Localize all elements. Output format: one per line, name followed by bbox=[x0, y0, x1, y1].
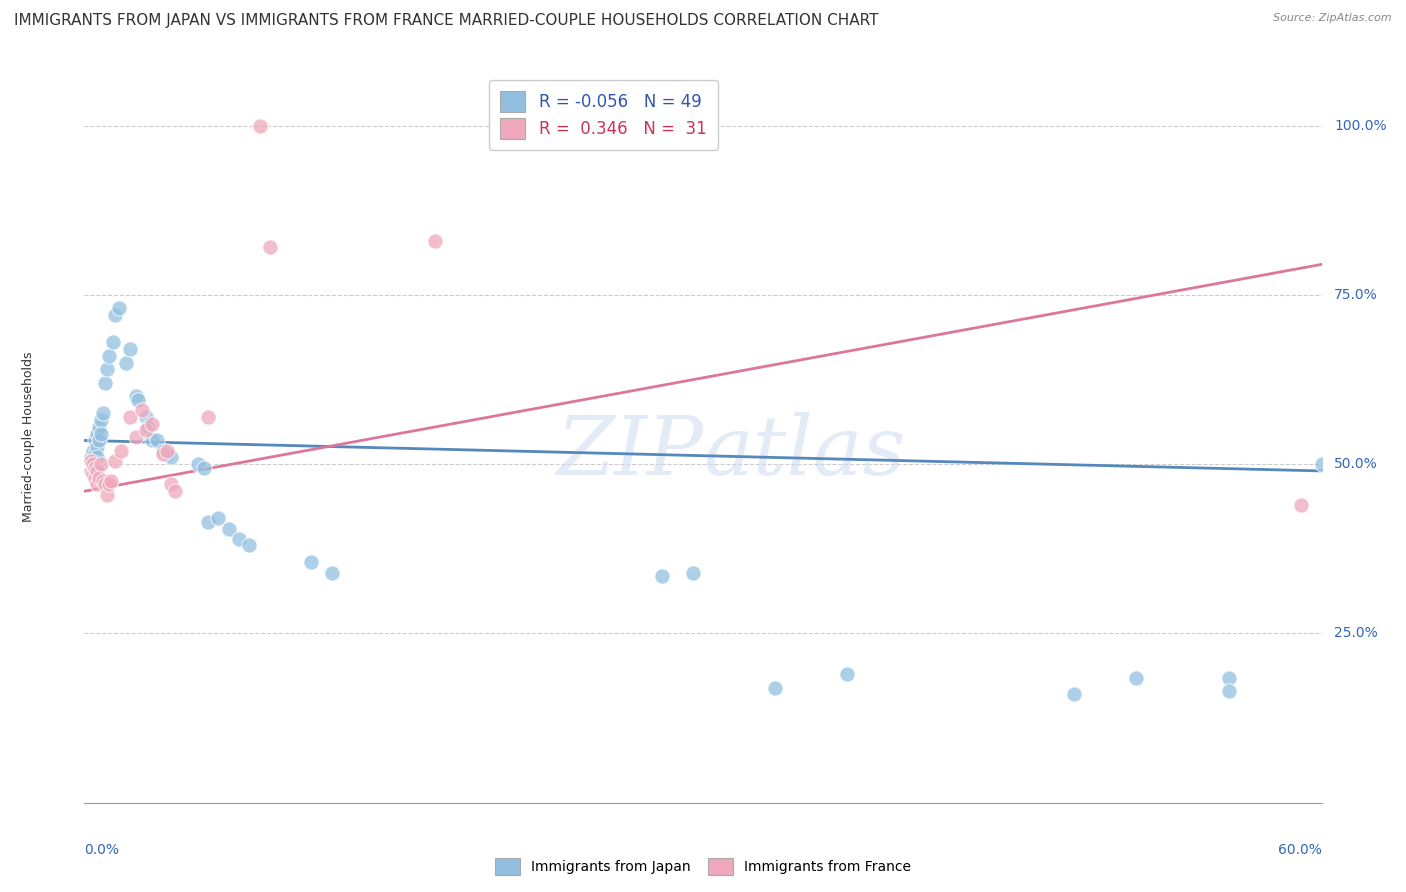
Point bbox=[141, 417, 163, 431]
Point bbox=[86, 440, 108, 454]
Point bbox=[87, 434, 110, 448]
Text: 60.0%: 60.0% bbox=[1278, 843, 1322, 857]
Point bbox=[98, 349, 121, 363]
Point bbox=[837, 667, 859, 681]
Point bbox=[1310, 457, 1333, 471]
Point bbox=[160, 450, 183, 465]
Point bbox=[83, 434, 105, 448]
Point bbox=[156, 447, 179, 461]
Point bbox=[127, 392, 149, 407]
Point bbox=[249, 119, 271, 133]
Point bbox=[152, 447, 174, 461]
Point bbox=[94, 376, 117, 390]
Point bbox=[96, 362, 118, 376]
Point bbox=[90, 413, 112, 427]
Point bbox=[90, 426, 112, 441]
Point bbox=[165, 484, 187, 499]
Point bbox=[156, 443, 179, 458]
Point bbox=[91, 406, 114, 420]
Point bbox=[87, 420, 110, 434]
Point bbox=[91, 474, 114, 488]
Point bbox=[423, 234, 446, 248]
Point bbox=[82, 443, 104, 458]
Legend: R = -0.056   N = 49, R =  0.346   N =  31: R = -0.056 N = 49, R = 0.346 N = 31 bbox=[489, 79, 718, 151]
Point bbox=[228, 532, 250, 546]
Point bbox=[141, 434, 163, 448]
Point bbox=[1289, 498, 1312, 512]
Text: atlas: atlas bbox=[703, 412, 905, 491]
Point bbox=[1218, 684, 1240, 698]
Point bbox=[259, 240, 281, 254]
Point bbox=[152, 443, 174, 458]
Point bbox=[104, 454, 127, 468]
Point bbox=[187, 457, 209, 471]
Point bbox=[98, 477, 121, 491]
Text: 25.0%: 25.0% bbox=[1334, 626, 1378, 640]
Text: ZIP: ZIP bbox=[557, 412, 703, 491]
Point bbox=[87, 471, 110, 485]
Point bbox=[86, 450, 108, 465]
Point bbox=[125, 389, 148, 403]
Point bbox=[197, 515, 219, 529]
Point bbox=[86, 426, 108, 441]
Point bbox=[299, 555, 322, 569]
Point bbox=[79, 454, 101, 468]
Text: 0.0%: 0.0% bbox=[84, 843, 120, 857]
Point bbox=[108, 301, 131, 316]
Text: IMMIGRANTS FROM JAPAN VS IMMIGRANTS FROM FRANCE MARRIED-COUPLE HOUSEHOLDS CORREL: IMMIGRANTS FROM JAPAN VS IMMIGRANTS FROM… bbox=[14, 13, 879, 29]
Point bbox=[114, 355, 136, 369]
Text: Married-couple Households: Married-couple Households bbox=[22, 351, 35, 523]
Point bbox=[218, 521, 240, 535]
Point bbox=[90, 457, 112, 471]
Point bbox=[79, 450, 101, 465]
Point bbox=[118, 409, 141, 424]
Point bbox=[104, 308, 127, 322]
Point bbox=[83, 447, 105, 461]
Text: Source: ZipAtlas.com: Source: ZipAtlas.com bbox=[1274, 13, 1392, 23]
Point bbox=[193, 460, 215, 475]
Point bbox=[83, 457, 105, 471]
Point bbox=[682, 566, 704, 580]
Point bbox=[83, 471, 105, 485]
Text: 75.0%: 75.0% bbox=[1334, 288, 1378, 301]
Point bbox=[651, 569, 673, 583]
Point bbox=[135, 423, 157, 437]
Point bbox=[86, 477, 108, 491]
Point bbox=[82, 454, 104, 468]
Point bbox=[1063, 688, 1085, 702]
Point bbox=[321, 566, 343, 580]
Point bbox=[238, 538, 260, 552]
Point bbox=[1125, 671, 1147, 685]
Point bbox=[86, 464, 108, 478]
Text: 50.0%: 50.0% bbox=[1334, 458, 1378, 471]
Point bbox=[118, 342, 141, 356]
Point bbox=[197, 409, 219, 424]
Point bbox=[131, 403, 153, 417]
Point bbox=[103, 335, 125, 350]
Point bbox=[160, 477, 183, 491]
Point bbox=[82, 467, 104, 482]
Point bbox=[207, 511, 229, 525]
Point bbox=[82, 457, 104, 471]
Point bbox=[1218, 671, 1240, 685]
Legend: Immigrants from Japan, Immigrants from France: Immigrants from Japan, Immigrants from F… bbox=[489, 853, 917, 880]
Point bbox=[763, 681, 786, 695]
Text: 100.0%: 100.0% bbox=[1334, 119, 1386, 133]
Point bbox=[125, 430, 148, 444]
Point bbox=[145, 434, 167, 448]
Point bbox=[135, 409, 157, 424]
Point bbox=[83, 460, 105, 475]
Point bbox=[79, 464, 101, 478]
Point bbox=[96, 488, 118, 502]
Point bbox=[136, 420, 159, 434]
Point bbox=[94, 477, 117, 491]
Point bbox=[110, 443, 132, 458]
Point bbox=[100, 474, 122, 488]
